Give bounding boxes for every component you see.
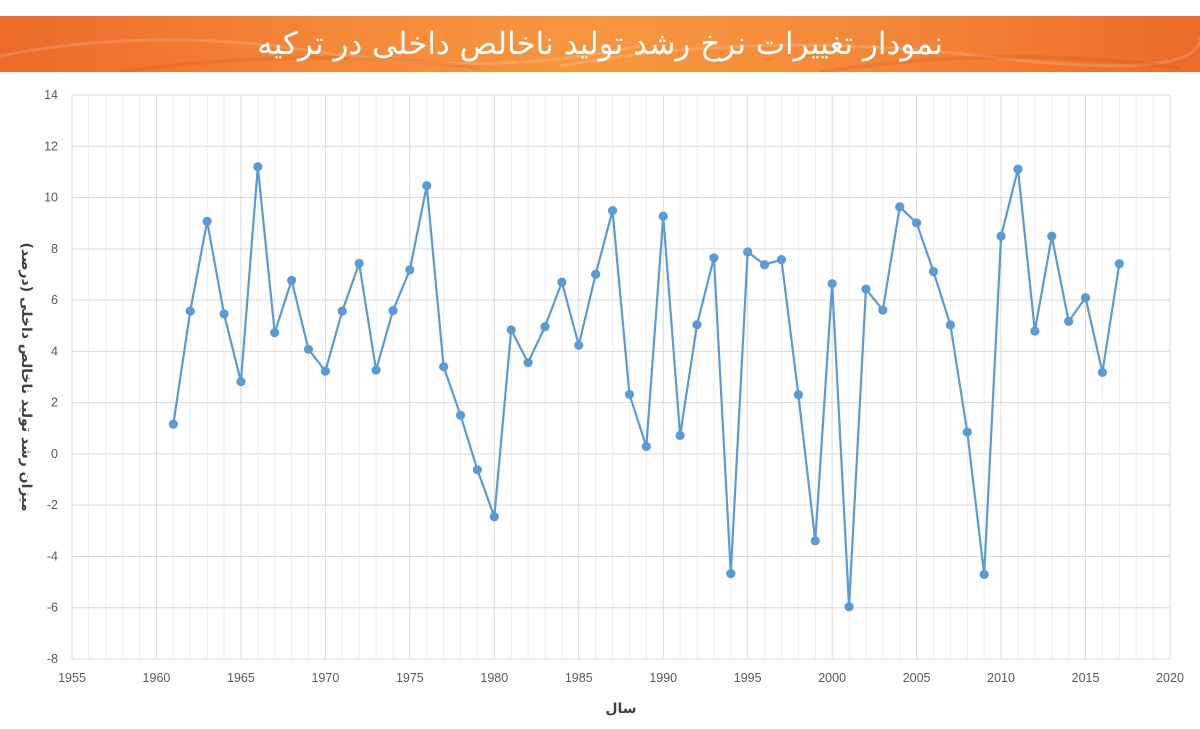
data-point — [455, 410, 466, 420]
x-tick-label: 2010 — [987, 671, 1015, 685]
data-point — [1097, 367, 1108, 377]
title-banner: نمودار تغییرات نرخ رشد تولید ناخالص داخل… — [0, 16, 1200, 72]
data-point — [253, 162, 263, 172]
data-point — [557, 277, 567, 287]
data-point — [472, 465, 483, 475]
data-point — [759, 260, 770, 270]
x-tick-label: 1955 — [58, 671, 86, 685]
data-point — [793, 390, 803, 400]
y-tick-label: 4 — [51, 344, 58, 358]
x-tick-label: 1980 — [480, 671, 508, 685]
data-point — [1030, 326, 1040, 336]
y-tick-label: 10 — [44, 191, 58, 205]
x-axis-ticks: 1955 1960 1965 1970 1975 1980 1985 1990 1995 2000… — [58, 671, 1184, 685]
data-point — [1013, 164, 1023, 174]
data-point — [489, 512, 499, 522]
data-point — [844, 602, 854, 612]
data-point — [607, 206, 618, 216]
data-point — [1080, 293, 1091, 303]
data-point — [523, 358, 533, 368]
x-tick-label: 1970 — [311, 671, 339, 685]
data-point — [202, 216, 212, 226]
data-point — [861, 284, 871, 294]
data-point — [641, 441, 651, 452]
data-point — [540, 322, 550, 332]
y-tick-label: 0 — [51, 447, 58, 461]
data-point — [810, 536, 820, 546]
x-tick-label: 1975 — [396, 671, 424, 685]
data-point — [962, 427, 972, 437]
data-point — [388, 306, 398, 316]
data-point — [219, 309, 229, 319]
line-chart: 14 12 10 8 6 4 2 0 -2 -4 -6 -8 1955 1960 1965 1970 1975… — [18, 88, 1184, 717]
series-layer — [168, 162, 1124, 612]
data-point — [168, 419, 178, 429]
data-point — [743, 247, 753, 257]
y-axis-ticks: 14 12 10 8 6 4 2 0 -2 -4 -6 -8 — [44, 88, 58, 666]
data-point — [709, 253, 719, 263]
y-tick-label: -2 — [47, 498, 58, 512]
data-point — [878, 305, 888, 315]
data-point — [827, 279, 837, 289]
x-tick-label: 1990 — [649, 671, 677, 685]
data-point — [658, 211, 668, 221]
data-point — [945, 320, 956, 330]
data-point — [303, 344, 314, 354]
x-tick-label: 1985 — [565, 671, 593, 685]
data-point — [591, 269, 601, 279]
y-tick-label: 12 — [44, 139, 58, 153]
data-point — [185, 306, 195, 316]
y-axis-title: میزان رشد تولید ناخالص داخلی (درصد) — [18, 242, 34, 511]
data-point — [624, 389, 635, 400]
y-tick-label: -4 — [47, 549, 58, 563]
data-point — [439, 362, 449, 372]
data-point — [354, 258, 364, 269]
data-point — [1064, 316, 1074, 326]
y-tick-label: 2 — [51, 396, 58, 410]
data-point — [895, 202, 905, 212]
x-tick-label: 1995 — [734, 671, 762, 685]
y-tick-label: -6 — [47, 601, 58, 615]
data-point — [506, 325, 516, 335]
x-tick-label: 1960 — [143, 671, 171, 685]
data-point — [270, 328, 280, 338]
data-point — [405, 265, 415, 275]
data-point — [692, 320, 702, 330]
y-tick-label: 6 — [51, 293, 58, 307]
y-tick-label: -8 — [47, 652, 58, 666]
x-tick-label: 2015 — [1072, 671, 1100, 685]
data-point — [287, 275, 297, 285]
x-tick-label: 2000 — [818, 671, 846, 685]
data-point — [928, 267, 939, 277]
data-point — [574, 340, 584, 350]
data-point — [776, 254, 787, 265]
data-point — [1047, 231, 1057, 241]
data-point — [337, 306, 347, 316]
data-point — [320, 366, 330, 376]
data-point — [912, 218, 922, 228]
y-tick-label: 14 — [44, 88, 58, 102]
data-point — [1114, 259, 1124, 269]
y-tick-label: 8 — [51, 242, 58, 256]
x-axis-title: سال — [605, 701, 636, 717]
data-point — [726, 569, 736, 579]
x-tick-label: 1965 — [227, 671, 255, 685]
data-point — [996, 231, 1006, 241]
x-tick-label: 2005 — [903, 671, 931, 685]
chart-grid — [71, 94, 1171, 660]
chart-title: نمودار تغییرات نرخ رشد تولید ناخالص داخل… — [257, 26, 943, 62]
x-tick-label: 2020 — [1156, 671, 1184, 685]
banner-decoration — [0, 37, 1200, 72]
data-point — [422, 181, 432, 191]
data-point — [371, 365, 381, 375]
data-point — [675, 430, 685, 441]
data-point — [979, 569, 989, 579]
data-point — [236, 377, 246, 387]
